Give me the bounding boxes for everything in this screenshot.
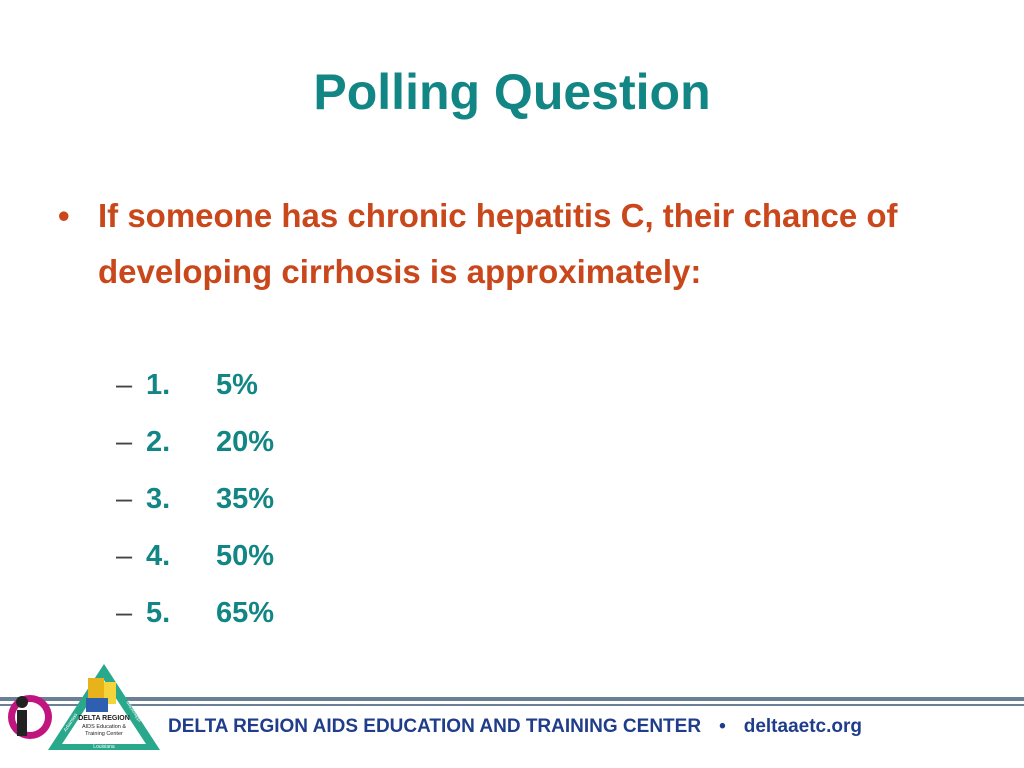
option-item: –3. 35% (116, 474, 274, 531)
bullet-icon: • (58, 197, 70, 234)
triangle-logo-icon: DELTA REGION AIDS Education & Training C… (48, 664, 160, 750)
option-value: 20% (216, 426, 275, 458)
dash-icon: – (116, 483, 133, 515)
option-number: 4. (146, 540, 171, 572)
footer-divider (0, 697, 1024, 701)
logo-text-line2: AIDS Education & (82, 724, 126, 730)
footer-website: deltaaetc.org (743, 716, 862, 737)
dash-icon: – (116, 426, 133, 458)
option-value: 35% (216, 483, 275, 515)
dash-icon: – (116, 540, 133, 572)
footer: DELTA REGION AIDS EDUCATION AND TRAINING… (168, 716, 862, 738)
logo-text-line1: DELTA REGION (78, 715, 130, 722)
option-value: 5% (216, 369, 258, 401)
option-number: 3. (146, 483, 171, 515)
footer-separator: • (719, 716, 726, 737)
info-icon (8, 695, 52, 739)
option-number: 2. (146, 426, 171, 458)
option-item: –4. 50% (116, 531, 274, 588)
option-value: 50% (216, 540, 275, 572)
options-list: –1. 5% –2. 20% –3. 35% –4. 50% –5. 65% (116, 360, 274, 645)
footer-organization: DELTA REGION AIDS EDUCATION AND TRAINING… (168, 716, 702, 737)
delta-region-logo: DELTA REGION AIDS Education & Training C… (8, 664, 160, 750)
option-number: 1. (146, 369, 171, 401)
footer-divider-thin (0, 704, 1024, 706)
dash-icon: – (116, 369, 133, 401)
option-number: 5. (146, 597, 171, 629)
question-block: • If someone has chronic hepatitis C, th… (58, 188, 898, 300)
option-item: –5. 65% (116, 588, 274, 645)
question-text: If someone has chronic hepatitis C, thei… (98, 197, 898, 290)
option-item: –2. 20% (116, 417, 274, 474)
option-value: 65% (216, 597, 275, 629)
dash-icon: – (116, 597, 133, 629)
option-item: –1. 5% (116, 360, 274, 417)
logo-text-bottom: Louisiana (93, 744, 115, 750)
slide-title: Polling Question (313, 64, 711, 120)
logo-text-line3: Training Center (85, 731, 123, 737)
